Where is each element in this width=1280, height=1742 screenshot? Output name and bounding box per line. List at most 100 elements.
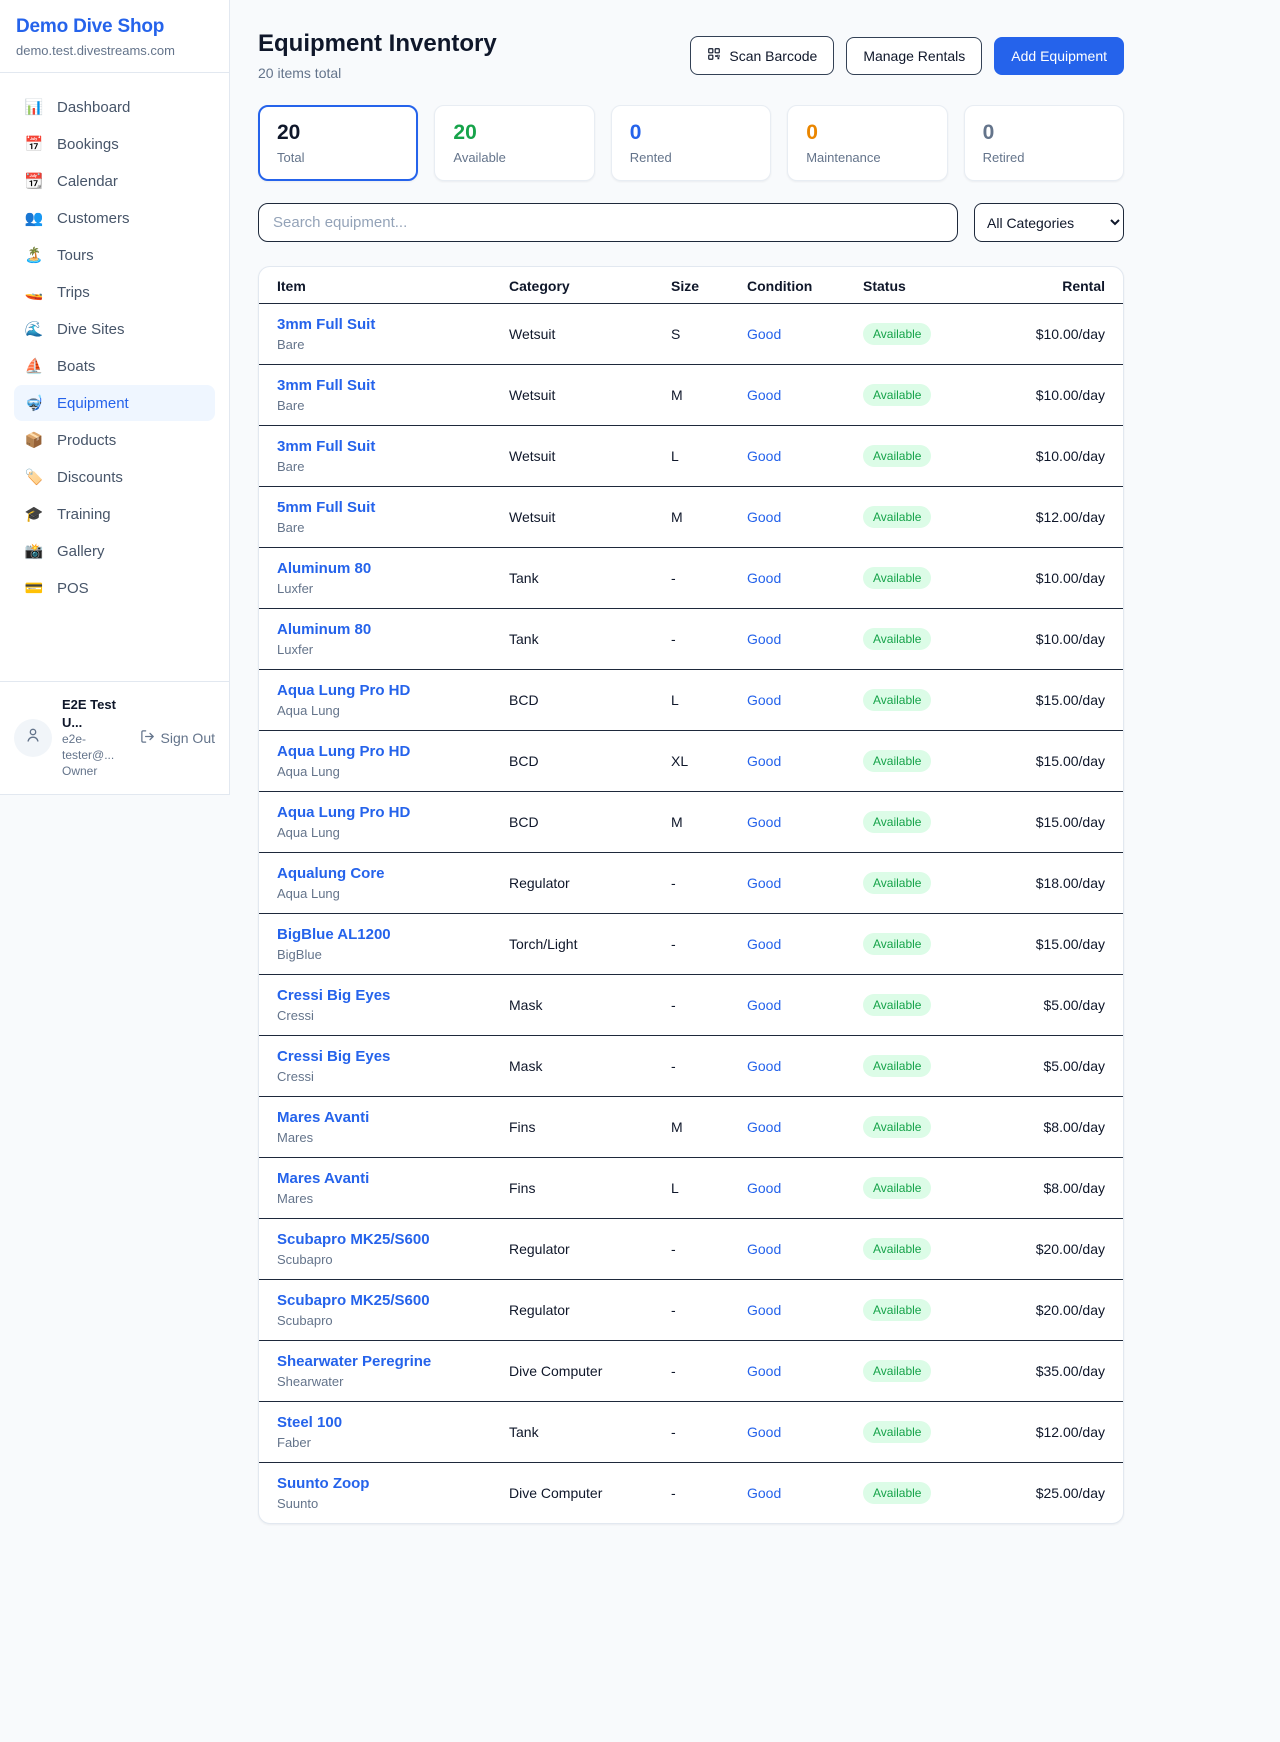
item-link[interactable]: Cressi Big Eyes — [277, 1048, 391, 1065]
page-header: Equipment Inventory 20 items total — [258, 30, 1124, 81]
item-link[interactable]: Steel 100 — [277, 1414, 343, 1431]
item-link[interactable]: Aluminum 80 — [277, 560, 372, 577]
item-brand: Bare — [277, 337, 305, 352]
sidebar-item-bookings[interactable]: 📅 Bookings — [14, 126, 215, 162]
condition-link[interactable]: Good — [747, 997, 782, 1013]
stat-card-total[interactable]: 20 Total — [258, 105, 419, 181]
status-cell: Available — [863, 1463, 1003, 1524]
condition-link[interactable]: Good — [747, 1485, 782, 1501]
stat-card-retired[interactable]: 0 Retired — [963, 105, 1124, 181]
item-size: - — [671, 974, 747, 1036]
item-link[interactable]: Aqua Lung Pro HD — [277, 804, 411, 821]
condition-cell: Good — [747, 1035, 863, 1097]
item-link[interactable]: Cressi Big Eyes — [277, 987, 391, 1004]
header-actions: Scan Barcode Manage Rentals Add Equipmen… — [690, 36, 1124, 75]
item-link[interactable]: Suunto Zoop — [277, 1475, 370, 1492]
condition-link[interactable]: Good — [747, 936, 782, 952]
item-category: Mask — [509, 974, 671, 1036]
condition-link[interactable]: Good — [747, 1058, 782, 1074]
condition-link[interactable]: Good — [747, 1363, 782, 1379]
search-input[interactable] — [258, 203, 958, 242]
item-link[interactable]: Aqua Lung Pro HD — [277, 682, 411, 699]
item-category: Tank — [509, 1401, 671, 1463]
sidebar-item-calendar[interactable]: 📆 Calendar — [14, 163, 215, 199]
sidebar-item-label: Calendar — [57, 172, 118, 190]
manage-rentals-button[interactable]: Manage Rentals — [846, 36, 983, 75]
sidebar: Demo Dive Shop demo.test.divestreams.com… — [0, 0, 230, 795]
condition-link[interactable]: Good — [747, 326, 782, 342]
category-select[interactable]: All Categories — [974, 203, 1124, 242]
condition-link[interactable]: Good — [747, 692, 782, 708]
stat-value: 20 — [277, 121, 301, 144]
item-link[interactable]: Scubapro MK25/S600 — [277, 1231, 430, 1248]
sidebar-item-boats[interactable]: ⛵ Boats — [14, 348, 215, 384]
sidebar-item-products[interactable]: 📦 Products — [14, 422, 215, 458]
item-size: - — [671, 1035, 747, 1097]
item-link[interactable]: Aqua Lung Pro HD — [277, 743, 411, 760]
item-link[interactable]: 3mm Full Suit — [277, 377, 376, 394]
stat-card-rented[interactable]: 0 Rented — [610, 105, 772, 181]
condition-link[interactable]: Good — [747, 387, 782, 403]
sidebar-item-discounts[interactable]: 🏷️ Discounts — [14, 459, 215, 495]
sidebar-item-dashboard[interactable]: 📊 Dashboard — [14, 89, 215, 125]
item-link[interactable]: Aqualung Core — [277, 865, 385, 882]
table-row: Aqualung Core Aqua Lung Regulator - Good Avai… — [259, 852, 1123, 914]
condition-link[interactable]: Good — [747, 1119, 782, 1135]
equipment-table: Item Category Size Condition Status Rental 3m… — [259, 267, 1123, 1523]
condition-link[interactable]: Good — [747, 814, 782, 830]
sidebar-item-dive-sites[interactable]: 🌊 Dive Sites — [14, 311, 215, 347]
condition-link[interactable]: Good — [747, 1180, 782, 1196]
item-brand: Scubapro — [277, 1252, 333, 1267]
item-brand: Bare — [277, 398, 305, 413]
condition-link[interactable]: Good — [747, 753, 782, 769]
condition-link[interactable]: Good — [747, 1241, 782, 1257]
condition-link[interactable]: Good — [747, 1424, 782, 1440]
condition-link[interactable]: Good — [747, 875, 782, 891]
condition-link[interactable]: Good — [747, 448, 782, 464]
sidebar-item-trips[interactable]: 🚤 Trips — [14, 274, 215, 310]
sidebar-item-customers[interactable]: 👥 Customers — [14, 200, 215, 236]
sidebar-item-training[interactable]: 🎓 Training — [14, 496, 215, 532]
brand-domain: demo.test.divestreams.com — [16, 43, 175, 58]
sidebar-item-gallery[interactable]: 📸 Gallery — [14, 533, 215, 569]
sidebar-item-pos[interactable]: 💳 POS — [14, 570, 215, 606]
table-row: Aluminum 80 Luxfer Tank - Good Available $10.0… — [259, 608, 1123, 670]
add-equipment-button[interactable]: Add Equipment — [994, 36, 1124, 75]
item-link[interactable]: 3mm Full Suit — [277, 316, 376, 333]
sidebar-item-label: Customers — [57, 209, 130, 227]
item-link[interactable]: Shearwater Peregrine — [277, 1353, 432, 1370]
stat-label: Rented — [629, 150, 672, 165]
condition-cell: Good — [747, 486, 863, 548]
person-icon — [24, 726, 42, 749]
column-header-item: Item — [259, 267, 509, 304]
condition-cell: Good — [747, 1279, 863, 1341]
item-link[interactable]: 3mm Full Suit — [277, 438, 376, 455]
condition-link[interactable]: Good — [747, 631, 782, 647]
item-link[interactable]: Mares Avanti — [277, 1109, 370, 1126]
brand-title[interactable]: Demo Dive Shop — [16, 16, 165, 37]
stat-card-maintenance[interactable]: 0 Maintenance — [787, 105, 948, 181]
status-badge: Available — [863, 1299, 932, 1321]
table-row: Cressi Big Eyes Cressi Mask - Good Available $… — [259, 974, 1123, 1036]
sidebar-item-tours[interactable]: 🏝️ Tours — [14, 237, 215, 273]
item-rental: $25.00/day — [1035, 1485, 1105, 1501]
item-link[interactable]: Scubapro MK25/S600 — [277, 1292, 430, 1309]
item-link[interactable]: BigBlue AL1200 — [277, 926, 391, 943]
condition-link[interactable]: Good — [747, 509, 782, 525]
sign-out-label: Sign Out — [160, 729, 215, 746]
table-body: 3mm Full Suit Bare Wetsuit S Good Available $1… — [259, 303, 1123, 1524]
condition-link[interactable]: Good — [747, 570, 782, 586]
item-link[interactable]: Mares Avanti — [277, 1170, 370, 1187]
package-icon: 📦 — [24, 432, 44, 449]
sign-out-button[interactable]: Sign Out — [140, 729, 215, 747]
stat-card-available[interactable]: 20 Available — [434, 105, 595, 181]
filter-row: All Categories — [258, 203, 1124, 242]
condition-link[interactable]: Good — [747, 1302, 782, 1318]
user-name: E2E Test U... — [62, 697, 116, 730]
scan-barcode-button[interactable]: Scan Barcode — [690, 36, 835, 75]
item-link[interactable]: 5mm Full Suit — [277, 499, 376, 516]
sidebar-item-equipment[interactable]: 🤿 Equipment — [14, 385, 215, 421]
item-link[interactable]: Aluminum 80 — [277, 621, 372, 638]
item-size: S — [671, 303, 747, 365]
table-row: Aqua Lung Pro HD Aqua Lung BCD M Good Availab… — [259, 791, 1123, 853]
